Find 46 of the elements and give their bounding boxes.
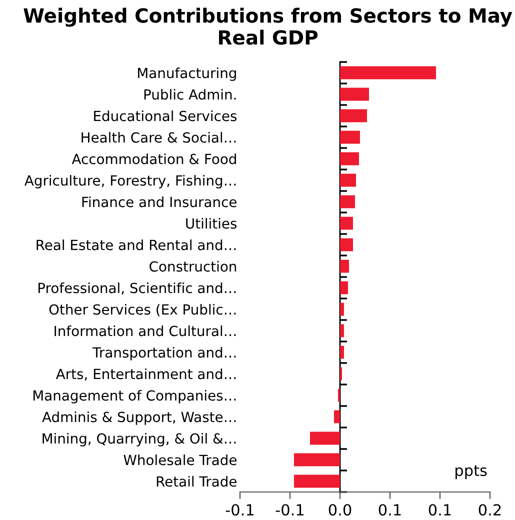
bar bbox=[340, 66, 436, 80]
bar bbox=[310, 432, 340, 445]
y-tick-label: Real Estate and Rental and… bbox=[36, 239, 236, 250]
y-tick-label: Transportation and… bbox=[92, 346, 236, 360]
y-tick-label: Arts, Entertainment and… bbox=[56, 368, 236, 381]
y-tick-label: Adminis & Support, Waste… bbox=[42, 411, 236, 425]
bar bbox=[340, 88, 369, 101]
bar bbox=[340, 281, 348, 294]
x-tick-label: -0.1 bbox=[276, 504, 304, 516]
bar bbox=[340, 302, 344, 316]
bar bbox=[340, 130, 360, 144]
y-tick-label: Health Care & Social… bbox=[82, 132, 236, 143]
y-tick-label: Wholesale Trade bbox=[124, 454, 236, 466]
y-tick-label: Construction bbox=[150, 260, 236, 272]
y-tick-label: Mining, Quarrying, & Oil &… bbox=[42, 432, 236, 446]
y-tick-label: Finance and Insurance bbox=[82, 196, 236, 208]
bar bbox=[340, 109, 367, 122]
bar bbox=[340, 346, 344, 359]
y-tick-label: Utilities bbox=[186, 218, 237, 229]
annotation: ppts bbox=[456, 465, 487, 480]
bar bbox=[334, 410, 340, 424]
y-tick-label: Agriculture, Forestry, Fishing… bbox=[24, 174, 236, 188]
x-tick-label: -0.1 bbox=[226, 504, 254, 516]
x-tick-label: 0.1 bbox=[428, 504, 451, 516]
x-tick-label: 0.1 bbox=[378, 504, 401, 516]
bar bbox=[340, 216, 353, 230]
y-tick-label: Professional, Scientific and… bbox=[38, 282, 236, 295]
x-tick-label: 0.0 bbox=[328, 504, 352, 516]
y-tick-label: Educational Services bbox=[94, 110, 237, 122]
chart-title: Weighted Contributions from Sectors to May Real GDP bbox=[24, 8, 512, 45]
y-tick-label: Retail Trade bbox=[156, 476, 236, 487]
bar bbox=[340, 152, 359, 166]
y-tick-label: Other Services (Ex Public… bbox=[49, 304, 236, 316]
bar bbox=[294, 453, 340, 466]
y-tick-label: Accommodation & Food bbox=[72, 153, 236, 164]
x-tick-label: 0.2 bbox=[478, 504, 501, 516]
bar bbox=[340, 195, 355, 208]
bar bbox=[340, 174, 356, 187]
bar bbox=[340, 260, 349, 273]
y-tick-label: Manufacturing bbox=[138, 67, 236, 81]
y-tick-label: Public Admin. bbox=[144, 88, 236, 100]
bar bbox=[340, 324, 344, 338]
bar bbox=[294, 474, 340, 488]
y-tick-label: Management of Companies… bbox=[33, 390, 236, 404]
y-tick-label: Information and Cultural… bbox=[54, 325, 236, 336]
bar bbox=[340, 238, 353, 252]
